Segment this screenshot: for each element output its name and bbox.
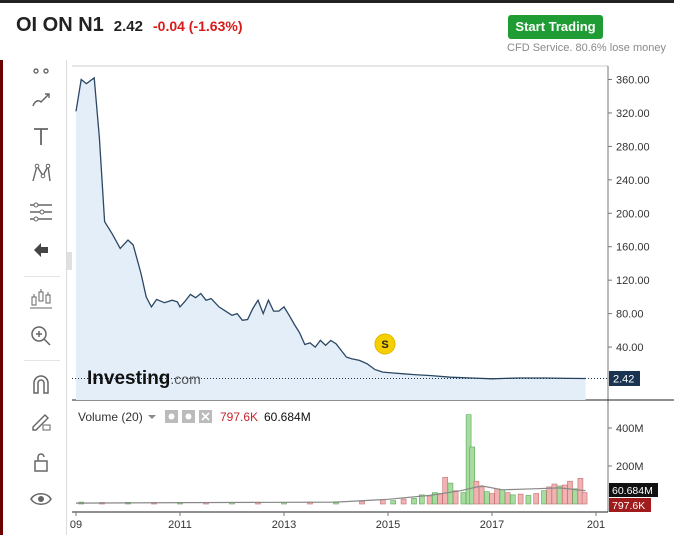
x-tick-label: 2015 bbox=[376, 519, 400, 531]
volume-ma-line bbox=[75, 485, 586, 504]
drawing-toolbar bbox=[18, 60, 64, 535]
y-tick-label: 80.00 bbox=[616, 309, 644, 321]
volume-bar bbox=[504, 492, 511, 505]
text-icon[interactable] bbox=[18, 122, 64, 152]
volume-ma-badge bbox=[609, 483, 658, 497]
volume-bar bbox=[442, 477, 449, 505]
y-tick-label: 360.00 bbox=[616, 75, 650, 87]
volume-bar bbox=[411, 497, 417, 505]
volume-bar bbox=[400, 498, 407, 505]
volume-bar bbox=[517, 493, 524, 505]
unlock-icon[interactable] bbox=[18, 447, 64, 477]
last-price-badge-label: 2.42 bbox=[613, 373, 634, 385]
volume-bar bbox=[426, 495, 433, 505]
y-tick-label: 200.00 bbox=[616, 208, 650, 220]
investing-logo: Investing.com bbox=[87, 368, 201, 389]
y-tick-label: 120.00 bbox=[616, 275, 650, 287]
instrument-header: OI ON N1 2.42 -0.04 (-1.63%) bbox=[16, 14, 242, 46]
crosshair-icon[interactable] bbox=[18, 50, 64, 80]
volume-last-badge-label: 797.6K bbox=[612, 500, 645, 512]
eye-icon[interactable] bbox=[18, 484, 64, 514]
zoom-in-icon[interactable] bbox=[18, 321, 64, 351]
investing-logo-domain: .com bbox=[170, 371, 200, 387]
y-tick-label: 160.00 bbox=[616, 242, 650, 254]
x-tick-label: 2011 bbox=[168, 519, 192, 531]
x-tick-label: 09 bbox=[70, 519, 82, 531]
volume-bar bbox=[541, 490, 547, 505]
magnet-icon[interactable] bbox=[18, 370, 64, 400]
volume-bar bbox=[437, 493, 443, 505]
price-area bbox=[76, 77, 586, 401]
top-border bbox=[0, 0, 674, 3]
close-icon-x bbox=[201, 412, 210, 421]
volume-bar bbox=[452, 490, 459, 505]
fibonacci-icon[interactable] bbox=[18, 197, 64, 227]
toolbar-collapse-handle[interactable] bbox=[67, 252, 72, 270]
volume-bar bbox=[581, 492, 588, 505]
volume-last-badge bbox=[609, 498, 651, 512]
volume-bar bbox=[525, 495, 532, 505]
y-tick-label: 40.00 bbox=[616, 342, 644, 354]
volume-bar bbox=[551, 483, 558, 505]
gear-icon-center bbox=[185, 413, 192, 420]
volume-bar bbox=[478, 486, 485, 505]
volume-bar bbox=[499, 489, 506, 505]
volume-bar bbox=[359, 501, 365, 505]
volume-value: 797.6K bbox=[220, 410, 258, 424]
lock-pen-icon[interactable] bbox=[18, 406, 64, 436]
volume-bar bbox=[546, 486, 553, 505]
price-change: -0.04 (-1.63%) bbox=[153, 18, 243, 34]
volume-ma-badge-label: 60.684M bbox=[612, 485, 653, 497]
price-line bbox=[75, 76, 586, 380]
volume-bar bbox=[509, 494, 516, 505]
volume-bar bbox=[494, 488, 501, 505]
volume-bar bbox=[447, 482, 454, 505]
x-tick-label: 201 bbox=[587, 519, 605, 531]
volume-bar bbox=[473, 480, 480, 505]
volume-bar bbox=[489, 493, 495, 505]
volume-bar bbox=[390, 500, 397, 505]
volume-bar bbox=[460, 492, 467, 505]
pattern-icon[interactable] bbox=[18, 158, 64, 188]
volume-bar bbox=[572, 488, 579, 505]
back-arrow-icon[interactable] bbox=[18, 235, 64, 265]
volume-legend-label: Volume (20) bbox=[78, 410, 143, 424]
chevron-down-icon bbox=[148, 415, 156, 419]
left-edge bbox=[0, 60, 3, 535]
volume-bar bbox=[418, 494, 425, 505]
settings-icon-center bbox=[168, 413, 175, 420]
volume-bar bbox=[469, 446, 476, 505]
split-marker bbox=[374, 333, 396, 355]
y-tick-label: 320.00 bbox=[616, 108, 650, 120]
y-tick-label: 240.00 bbox=[616, 175, 650, 187]
split-marker-label: S bbox=[381, 339, 388, 351]
volume-tick-label: 400M bbox=[616, 423, 644, 435]
x-tick-label: 2017 bbox=[480, 519, 504, 531]
last-price-badge bbox=[609, 370, 640, 386]
last-price: 2.42 bbox=[113, 18, 143, 35]
x-tick-label: 2013 bbox=[272, 519, 296, 531]
volume-bar bbox=[577, 478, 584, 505]
instrument-symbol: OI ON N1 bbox=[16, 14, 104, 36]
volume-bar bbox=[379, 499, 386, 505]
volume-bar bbox=[533, 493, 540, 505]
volume-ma-value: 60.684M bbox=[264, 410, 311, 424]
start-trading-button[interactable]: Start Trading bbox=[508, 15, 603, 39]
volume-tick-label: 200M bbox=[616, 461, 644, 473]
candles-icon[interactable] bbox=[18, 284, 64, 314]
toolbar-divider bbox=[66, 60, 67, 535]
y-tick-label: 280.00 bbox=[616, 141, 650, 153]
cfd-disclaimer: CFD Service. 80.6% lose money bbox=[507, 42, 666, 54]
brush-icon[interactable] bbox=[18, 85, 64, 115]
volume-bar bbox=[567, 480, 573, 505]
volume-bar bbox=[483, 491, 490, 505]
